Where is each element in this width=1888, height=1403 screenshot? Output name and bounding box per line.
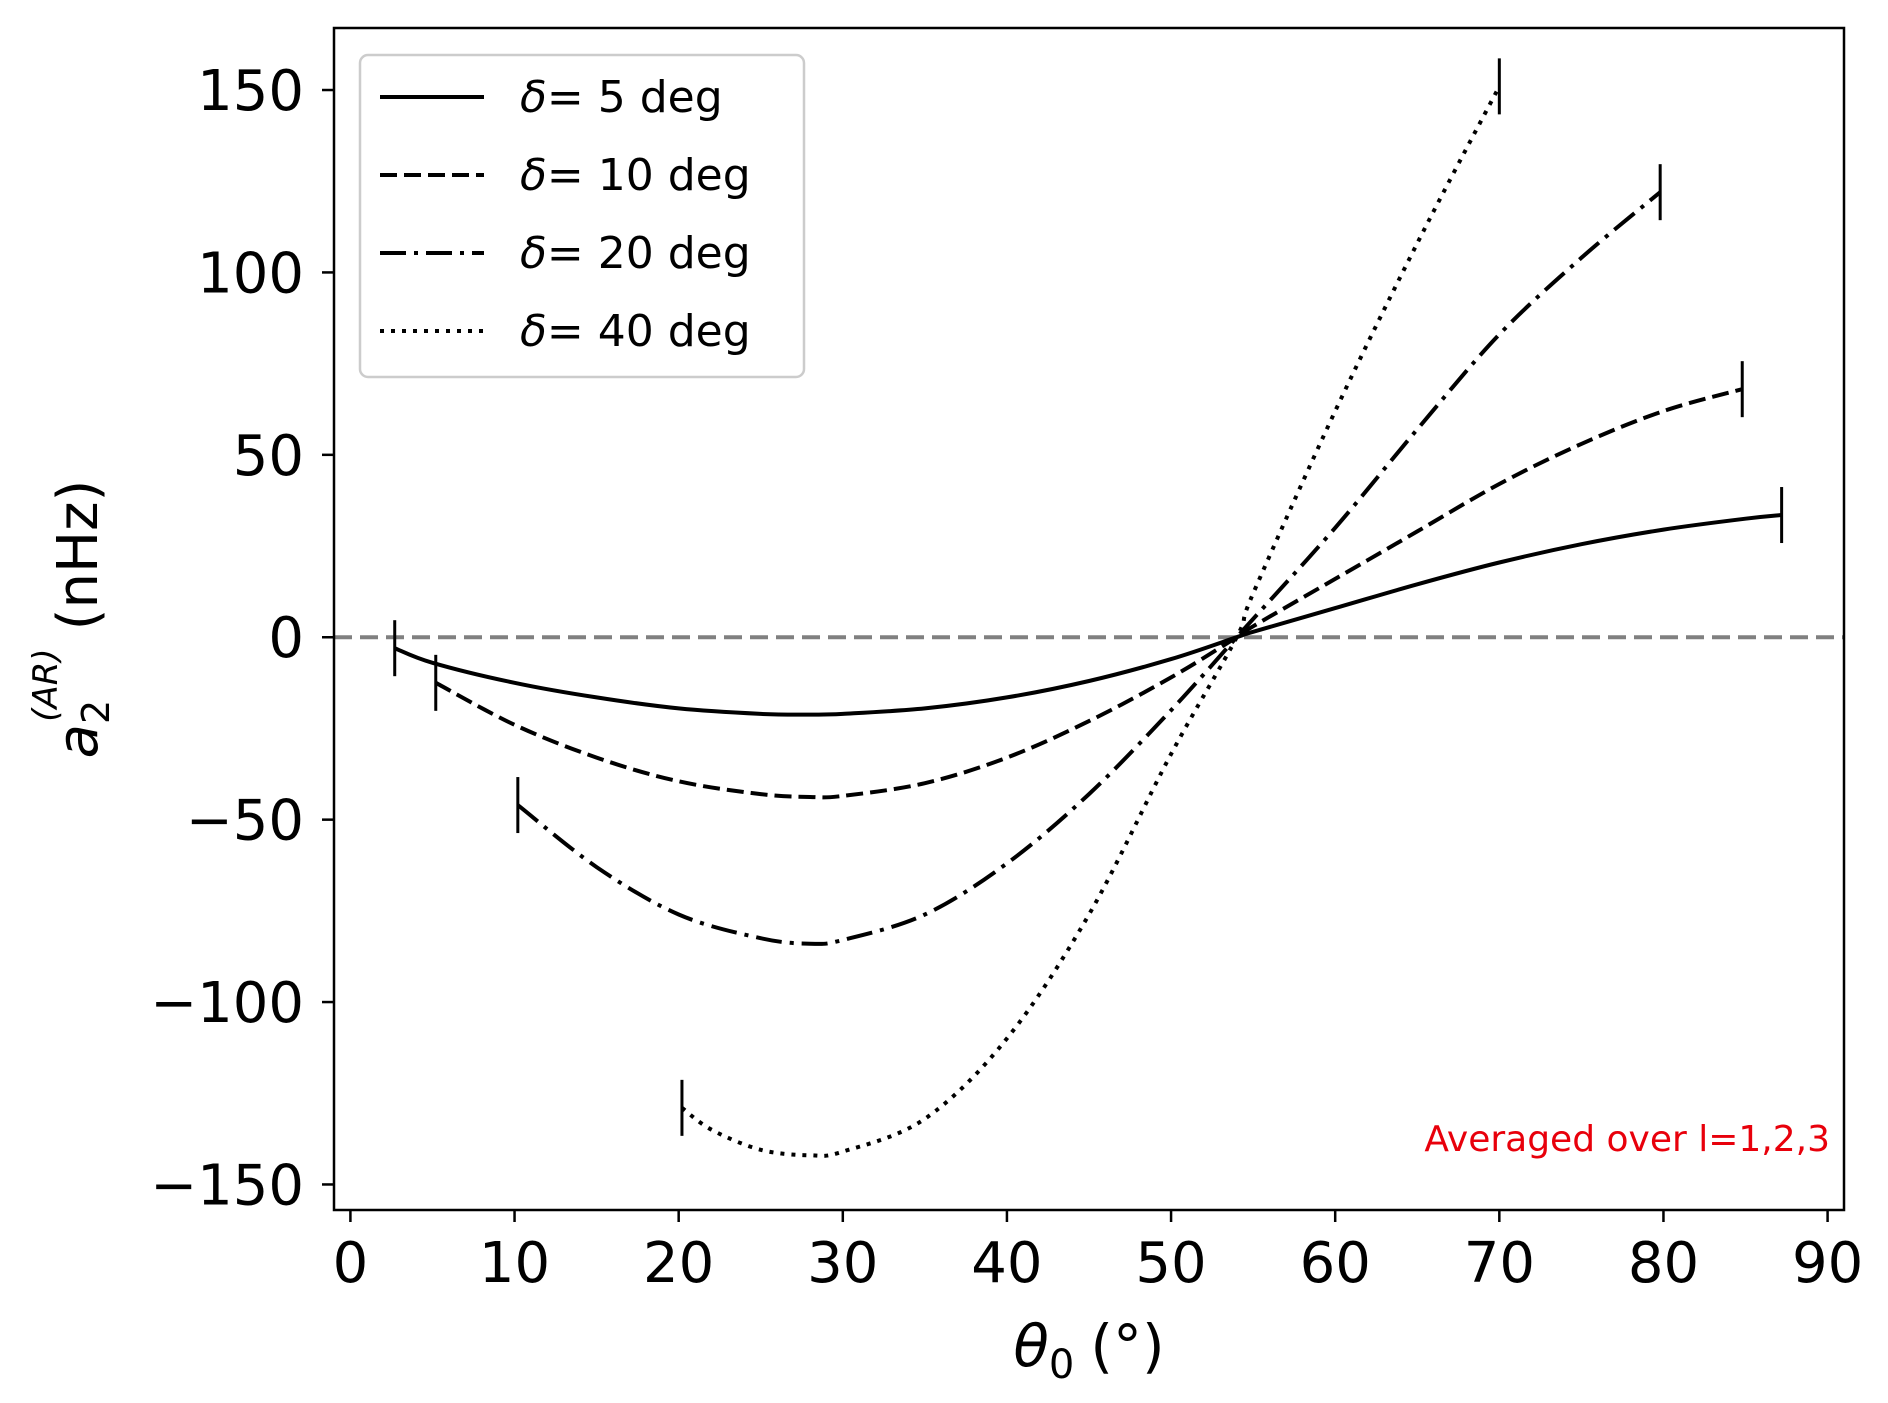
legend-entry-delta-10: δ= 10 deg [380,150,751,201]
x-tick-label: 20 [643,1231,714,1296]
legend: δ= 5 deg δ= 10 deg δ= 20 deg δ= 40 deg [358,53,806,379]
legend-delta-symbol: δ [520,306,547,357]
y-axis-label: a2 (AR) (nHz) [26,480,118,759]
x-tick-label: 10 [479,1231,550,1296]
y-axis-label-unit: (nHz) [46,480,111,631]
x-tick-label: 70 [1464,1231,1535,1296]
y-tick-label: −50 [186,789,304,854]
legend-value: = 5 deg [547,72,723,123]
x-tick-label: 90 [1792,1231,1863,1296]
x-tick-label: 40 [971,1231,1042,1296]
legend-box [358,53,806,379]
y-tick-label: 0 [268,606,304,671]
legend-label: δ= 10 deg [520,150,751,201]
series-layer [334,58,1844,1158]
plot-frame [332,26,1846,1212]
x-axis-label-unit: (°) [1090,1312,1164,1380]
y-axis-ticks: −150 −100 −50 0 50 100 150 [150,59,334,1218]
legend-delta-symbol: δ [520,150,547,201]
series-line-dashed [434,387,1743,800]
legend-entry-delta-5: δ= 5 deg [380,72,723,123]
y-axis-label-symbol: a [46,724,111,758]
y-tick-label: 50 [233,424,304,489]
legend-delta-symbol: δ [520,72,547,123]
x-axis-ticks: 0 10 20 30 40 50 60 70 80 90 [333,1210,1863,1296]
legend-label: δ= 40 deg [520,306,751,357]
legend-delta-symbol: δ [520,228,547,279]
y-tick-label: −150 [150,1153,304,1218]
legend-value: = 20 deg [547,228,751,279]
series-line-dashdot [516,190,1662,946]
legend-value: = 10 deg [547,150,751,201]
x-axis-label-symbol: θ [1013,1312,1049,1380]
x-axis-label-subscript: 0 [1049,1342,1074,1388]
x-tick-label: 80 [1628,1231,1699,1296]
x-tick-label: 60 [1300,1231,1371,1296]
y-axis-label-subscript: 2 [74,700,118,724]
x-tick-label: 30 [807,1231,878,1296]
y-tick-label: 150 [197,59,304,124]
annotation-text: Averaged over l=1,2,3 [1424,1119,1830,1160]
x-tick-label: 50 [1135,1231,1206,1296]
legend-label: δ= 5 deg [520,72,723,123]
series-line-solid [393,513,1782,717]
legend-entry-delta-40: δ= 40 deg [380,306,751,357]
x-axis-label: θ0 (°) [1013,1312,1164,1388]
legend-value: = 40 deg [547,306,751,357]
y-tick-label: −100 [150,971,304,1036]
y-axis-label-superscript: (AR) [26,648,66,721]
series-line-dotted [680,85,1502,1158]
legend-label: δ= 20 deg [520,228,751,279]
y-tick-label: 100 [197,241,304,306]
x-tick-label: 0 [333,1231,369,1296]
legend-entry-delta-20: δ= 20 deg [380,228,751,279]
